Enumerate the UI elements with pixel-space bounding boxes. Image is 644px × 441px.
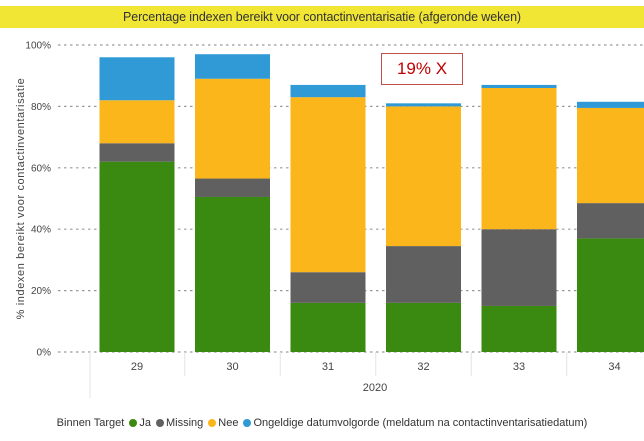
bar-segment-missing [290, 272, 366, 303]
y-axis-title: % indexen bereikt voor contactinventaris… [15, 78, 27, 320]
x-axis-title: 2020 [363, 382, 387, 394]
legend-marker [243, 419, 252, 427]
x-tick-label: 31 [322, 361, 334, 373]
bar-segment-ja [481, 305, 557, 352]
bar-segment-nee [386, 106, 461, 247]
bar-segment-missing [577, 203, 644, 239]
bar-segment-missing [386, 246, 461, 303]
bar-segment-ongeldige [195, 54, 270, 79]
x-tick-label: 34 [608, 361, 620, 373]
annotation-box: 19% X [381, 53, 463, 85]
y-tick-label: 0% [37, 348, 52, 359]
legend-label: Nee [218, 417, 239, 429]
bar-segment-ja [386, 302, 461, 352]
bar-segment-missing [195, 178, 270, 197]
legend: Binnen Target Ja Missing Nee Ongeldige datum… [0, 417, 644, 429]
bar-segment-nee [481, 87, 557, 230]
bar-segment-ja [99, 161, 175, 352]
bar-segment-ja [195, 196, 270, 352]
bar-segment-ja [290, 302, 366, 352]
bar-segment-ongeldige [481, 84, 557, 88]
bar-segment-nee [195, 78, 270, 179]
legend-label: Ja [139, 417, 151, 429]
x-tick-label: 32 [417, 361, 429, 373]
bars [99, 54, 644, 352]
bar-segment-ongeldige [386, 103, 461, 107]
y-tick-label: 80% [31, 102, 51, 113]
x-tick-label: 30 [226, 361, 238, 373]
bar-segment-missing [99, 143, 175, 162]
bar-segment-nee [99, 100, 175, 144]
bar-segment-ja [577, 238, 644, 352]
legend-items: Ja Missing Nee Ongeldige datumvolgorde (mel… [124, 417, 587, 429]
bar-segment-nee [290, 97, 366, 273]
legend-title: Binnen Target [56, 417, 125, 429]
chart-title: Percentage indexen bereikt voor contacti… [0, 6, 644, 28]
bar-segment-ongeldige [577, 101, 644, 108]
x-tick-label: 29 [131, 361, 143, 373]
legend-label: Missing [165, 417, 204, 429]
x-tick-label: 33 [513, 361, 525, 373]
y-tick-label: 60% [31, 163, 51, 174]
legend-marker [129, 419, 138, 427]
axes: 0% 20% 40% 60% 80% 100% % indexen bereikt voor… [15, 41, 621, 398]
legend-label: Ongeldige datumvolgorde (meldatum na con… [253, 417, 588, 429]
y-tick-label: 100% [25, 41, 51, 52]
bar-segment-ongeldige [99, 57, 175, 101]
legend-marker [208, 419, 217, 427]
bar-segment-missing [481, 229, 557, 306]
y-tick-label: 20% [31, 286, 51, 297]
legend-marker [155, 419, 164, 427]
y-tick-label: 40% [31, 225, 51, 236]
bar-segment-ongeldige [290, 84, 366, 98]
bar-segment-nee [577, 107, 644, 204]
